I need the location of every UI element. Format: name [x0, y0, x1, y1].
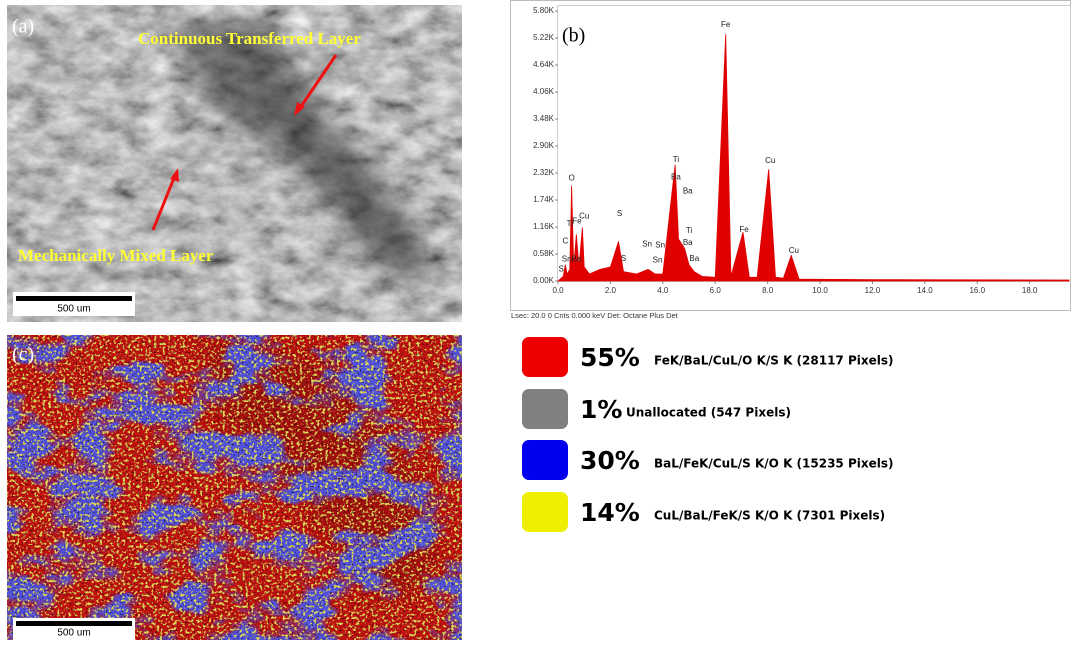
peak-label: S: [617, 209, 622, 218]
peak-label: Cu: [765, 156, 775, 165]
y-tick-label: 1.74K: [533, 195, 555, 204]
peak-label: S: [621, 254, 626, 263]
legend-description: BaL/FeK/CuL/S K/O K (15235 Pixels): [654, 457, 893, 471]
legend-description: Unallocated (547 Pixels): [626, 406, 791, 420]
peak-label: Ti: [686, 226, 693, 235]
peak-label: O: [569, 174, 575, 183]
x-tick-label: 2.0: [605, 286, 617, 295]
legend-swatch: [522, 337, 568, 377]
peak-label: Sn: [562, 255, 572, 264]
y-tick-label: 2.32K: [533, 168, 555, 177]
y-tick-label: 5.22K: [533, 33, 555, 42]
phase-speckle: [7, 335, 462, 640]
legend-swatch: [522, 389, 568, 429]
x-tick-label: 16.0: [969, 286, 985, 295]
legend-swatch: [522, 492, 568, 532]
peak-label: Ba: [683, 186, 693, 195]
scale-bar-label: 500 um: [57, 628, 90, 639]
peak-label: C: [562, 237, 568, 246]
legend-swatch: [522, 440, 568, 480]
sem-image: [7, 5, 462, 322]
phase-map: [7, 335, 462, 640]
x-tick-label: 6.0: [710, 286, 722, 295]
legend-percent: 30%: [580, 446, 640, 475]
figure: (a) Continuous Transferred Layer Mechani…: [0, 0, 1071, 642]
peak-label: Ba: [689, 254, 699, 263]
peak-label: Sn: [642, 239, 652, 248]
peak-label: Cu: [579, 211, 589, 220]
y-tick-label: 0.00K: [533, 276, 555, 285]
legend-percent: 14%: [580, 498, 640, 527]
page: {"panels":{"a":{"label":"(a)","annotatio…: [0, 0, 1071, 642]
annotation: Continuous Transferred Layer: [138, 29, 361, 48]
panel-label: (c): [12, 344, 34, 366]
peak-label: Ba: [671, 172, 681, 181]
legend-percent: 55%: [580, 343, 640, 372]
y-tick-label: 0.58K: [533, 249, 555, 258]
x-tick-label: 4.0: [657, 286, 669, 295]
y-tick-label: 1.16K: [533, 222, 555, 231]
scale-bar-label: 500 um: [57, 304, 90, 315]
y-tick-label: 3.48K: [533, 114, 555, 123]
peak-label: Sn: [653, 256, 663, 265]
legend-description: CuL/BaL/FeK/S K/O K (7301 Pixels): [654, 509, 885, 523]
x-tick-label: 8.0: [762, 286, 774, 295]
spectrum-footer: Lsec: 20.0 0 Cnts 0.000 keV Det: Octane …: [511, 311, 679, 320]
x-tick-label: 10.0: [812, 286, 828, 295]
peak-label: Fe: [721, 20, 731, 29]
x-tick-label: 18.0: [1022, 286, 1038, 295]
peak-label: Ti: [673, 155, 680, 164]
panel-label: (b): [562, 25, 585, 47]
y-tick-label: 5.80K: [533, 6, 555, 15]
scale-bar: [16, 296, 132, 301]
x-tick-label: 14.0: [917, 286, 933, 295]
scale-bar: [16, 621, 132, 626]
y-tick-label: 4.64K: [533, 60, 555, 69]
peak-label: Cu: [789, 246, 799, 255]
peak-label: Sn: [655, 241, 665, 250]
peak-label: S: [558, 264, 563, 273]
legend-description: FeK/BaL/CuL/O K/S K (28117 Pixels): [654, 354, 893, 368]
annotation: Mechanically Mixed Layer: [18, 246, 214, 265]
y-tick-label: 4.06K: [533, 87, 555, 96]
peak-label: Ba: [571, 255, 581, 264]
x-tick-label: 0.0: [552, 286, 564, 295]
y-tick-label: 2.90K: [533, 141, 555, 150]
legend-percent: 1%: [580, 395, 622, 424]
peak-label: Fe: [739, 225, 749, 234]
x-tick-label: 12.0: [865, 286, 881, 295]
panel-label: (a): [12, 16, 34, 38]
peak-label: Ba: [683, 238, 693, 247]
